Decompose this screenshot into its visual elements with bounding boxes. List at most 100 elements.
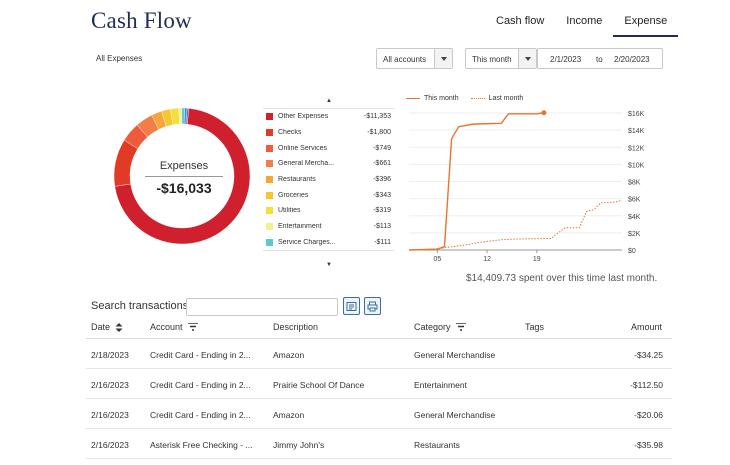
cell-category[interactable]: Restaurants <box>414 440 460 450</box>
expense-donut-chart[interactable] <box>113 107 251 245</box>
legend-item[interactable]: Groceries -$343 <box>263 187 394 203</box>
legend-item-name: Online Services <box>278 144 328 152</box>
cell-date: 2/16/2023 <box>91 380 129 390</box>
cell-amount: -$34.25 <box>634 350 663 360</box>
cell-date: 2/18/2023 <box>91 350 129 360</box>
legend-swatch <box>266 191 273 199</box>
y-tick-label: $0 <box>628 248 636 255</box>
cell-category[interactable]: General Merchandise <box>414 350 496 360</box>
legend-item[interactable]: Restaurants -$396 <box>263 172 394 188</box>
end-date-input[interactable]: 2/20/2023 <box>614 55 650 64</box>
cell-category[interactable]: General Merchandise <box>414 410 496 420</box>
legend-item[interactable]: Utilities -$319 <box>263 203 394 219</box>
column-category-label: Category <box>414 322 451 332</box>
legend-swatch <box>266 144 273 152</box>
y-tick-label: $14K <box>628 128 645 135</box>
search-input[interactable] <box>186 298 338 316</box>
accounts-select[interactable]: All accounts <box>376 48 453 69</box>
legend-item[interactable]: Entertainment -$113 <box>263 219 394 235</box>
donut-slice[interactable] <box>185 107 190 125</box>
filter-icon <box>455 322 466 331</box>
legend-item-name: Service Charges... <box>278 238 336 246</box>
cell-description: Jimmy John's <box>273 440 325 450</box>
period-select[interactable]: This month <box>465 48 537 69</box>
legend-item-amount: -$749 <box>373 144 391 152</box>
y-tick-label: $2K <box>628 231 641 238</box>
legend-item-amount: -$111 <box>374 238 391 246</box>
series-endpoint[interactable] <box>541 110 547 116</box>
legend-item-name: Checks <box>278 129 302 137</box>
legend-item-name: Restaurants <box>278 176 316 184</box>
y-tick-label: $10K <box>628 162 645 169</box>
divider <box>145 176 223 177</box>
chevron-down-icon <box>434 49 452 68</box>
legend-swatch <box>266 129 273 137</box>
period-select-value: This month <box>472 55 512 64</box>
chevron-down-icon <box>518 49 536 68</box>
cell-description: Amazon <box>273 410 305 420</box>
start-date-input[interactable]: 2/1/2023 <box>550 55 582 64</box>
chart-legend: This month Last month <box>406 95 523 102</box>
divider <box>86 368 672 369</box>
legend-item-amount: -$113 <box>373 223 391 231</box>
filter-label: All Expenses <box>96 54 143 63</box>
legend-this-month: This month <box>424 95 459 102</box>
y-tick-label: $12K <box>628 145 645 152</box>
list-export-icon <box>346 301 357 311</box>
legend-swatch <box>266 160 273 168</box>
legend-item-name: General Mercha... <box>278 160 335 168</box>
column-account[interactable]: Account <box>150 322 198 332</box>
legend-item[interactable]: Service Charges... -$111 <box>263 235 394 251</box>
legend-item[interactable]: Other Expenses -$11,353 <box>263 109 394 125</box>
legend-swatch <box>266 176 273 184</box>
legend-item[interactable]: General Mercha... -$661 <box>263 156 394 172</box>
column-date-label: Date <box>91 322 111 332</box>
category-legend: Other Expenses -$11,353 Checks -$1,800 Onlin… <box>263 108 394 252</box>
cell-account: Credit Card - Ending in 2... <box>150 410 251 420</box>
y-tick-label: $16K <box>628 111 645 118</box>
sort-icon <box>115 322 123 332</box>
tab-income[interactable]: Income <box>566 15 603 27</box>
tab-cash-flow[interactable]: Cash flow <box>496 15 545 27</box>
legend-item-name: Entertainment <box>278 223 322 231</box>
legend-item-amount: -$343 <box>373 191 391 199</box>
y-tick-label: $4K <box>628 214 641 221</box>
legend-swatch <box>266 207 273 215</box>
tab-expense[interactable]: Expense <box>613 15 679 37</box>
column-account-label: Account <box>150 322 183 332</box>
legend-scroll-down-icon[interactable]: ▼ <box>326 262 332 268</box>
column-description[interactable]: Description <box>273 322 319 332</box>
column-tags: Tags <box>525 322 545 332</box>
legend-item[interactable]: Online Services -$749 <box>263 140 394 156</box>
legend-item-amount: -$11,353 <box>363 113 391 121</box>
donut-total: -$16,033 <box>156 180 212 196</box>
cell-category[interactable]: Entertainment <box>414 380 467 390</box>
donut-slice[interactable] <box>178 107 183 125</box>
legend-swatch <box>266 223 273 231</box>
column-date[interactable]: Date <box>91 322 123 332</box>
date-range: 2/1/2023 to 2/20/2023 <box>537 48 663 69</box>
column-amount[interactable]: Amount <box>631 322 663 332</box>
x-tick-label: 05 <box>434 256 442 263</box>
date-range-separator: to <box>596 55 603 64</box>
print-button[interactable] <box>364 297 381 315</box>
divider <box>86 428 672 429</box>
x-tick-label: 19 <box>533 256 541 263</box>
legend-item[interactable]: Checks -$1,800 <box>263 125 394 141</box>
comparison-caption: $14,409.73 spent over this time last mon… <box>466 273 658 284</box>
cell-account: Credit Card - Ending in 2... <box>150 380 251 390</box>
x-tick-label: 12 <box>483 256 491 263</box>
view-tabs: Cash flow Income Expense <box>485 15 679 37</box>
cell-amount: -$112.50 <box>630 380 663 390</box>
divider <box>86 398 672 399</box>
column-category[interactable]: Category <box>414 322 466 332</box>
legend-item-amount: -$319 <box>373 207 391 215</box>
legend-item-amount: -$1,800 <box>367 129 391 137</box>
legend-scroll-up-icon[interactable]: ▲ <box>326 98 332 104</box>
legend-item-amount: -$661 <box>373 160 391 168</box>
export-button[interactable] <box>343 297 360 315</box>
donut-slice[interactable] <box>113 139 139 187</box>
cell-date: 2/16/2023 <box>91 410 129 420</box>
series-line <box>408 199 623 251</box>
donut-slice[interactable] <box>114 108 251 245</box>
